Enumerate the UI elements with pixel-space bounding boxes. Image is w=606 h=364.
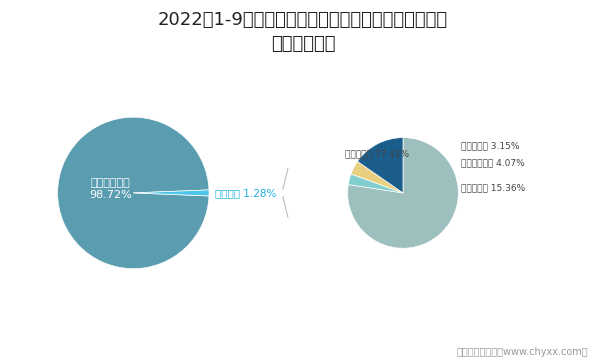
Text: 2022年1-9月黑龙江省发电量占全国比重及该地区各发
电类型占比图: 2022年1-9月黑龙江省发电量占全国比重及该地区各发 电类型占比图 [158, 11, 448, 52]
Wedge shape [348, 138, 458, 248]
Wedge shape [58, 117, 209, 269]
Text: 水力发电量 3.15%: 水力发电量 3.15% [461, 141, 519, 150]
Text: 火力发电量 77.41%: 火力发电量 77.41% [345, 150, 409, 159]
Wedge shape [348, 174, 403, 193]
Text: 制图：智研咨询（www.chyxx.com）: 制图：智研咨询（www.chyxx.com） [456, 347, 588, 357]
Text: 黑龙江省 1.28%: 黑龙江省 1.28% [215, 188, 276, 198]
Text: 风力发电量 15.36%: 风力发电量 15.36% [461, 183, 525, 192]
Wedge shape [133, 190, 209, 196]
Text: 太阳能发电量 4.07%: 太阳能发电量 4.07% [461, 158, 525, 167]
Text: 全国其他省份
98.72%: 全国其他省份 98.72% [89, 178, 132, 200]
Wedge shape [351, 161, 403, 193]
Wedge shape [358, 138, 403, 193]
